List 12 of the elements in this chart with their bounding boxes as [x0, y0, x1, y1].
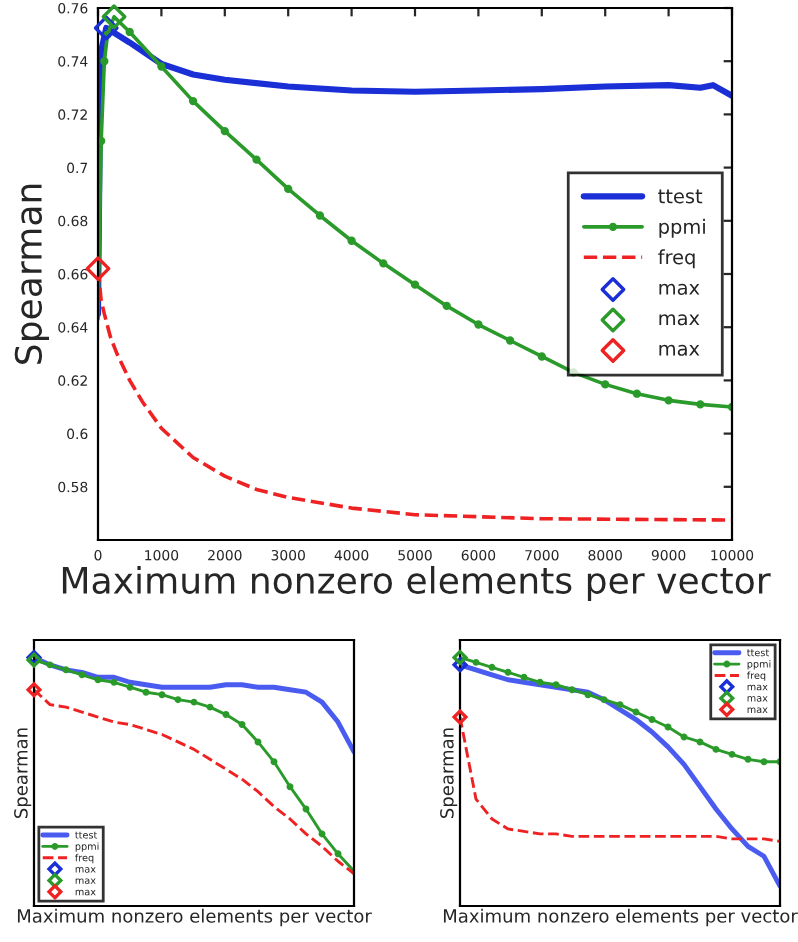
legend-label: max [659, 344, 700, 356]
legend-label: max [659, 283, 700, 295]
x-axis-title: Maximum nonzero elements per vector [62, 565, 771, 601]
y-axis-title: Spearman [14, 728, 32, 818]
x-axis-title: Maximum nonzero elements per vector [17, 908, 372, 927]
y-axis-title: Spearman [440, 728, 458, 818]
y-axis-title: Spearman [14, 184, 50, 364]
legend-label: ttest [658, 189, 703, 204]
legend-label: max [659, 314, 700, 326]
x-axis-title: Maximum nonzero elements per vector [443, 908, 798, 927]
legend-label: ppmi [659, 218, 705, 238]
legend-label: freq [658, 249, 695, 269]
